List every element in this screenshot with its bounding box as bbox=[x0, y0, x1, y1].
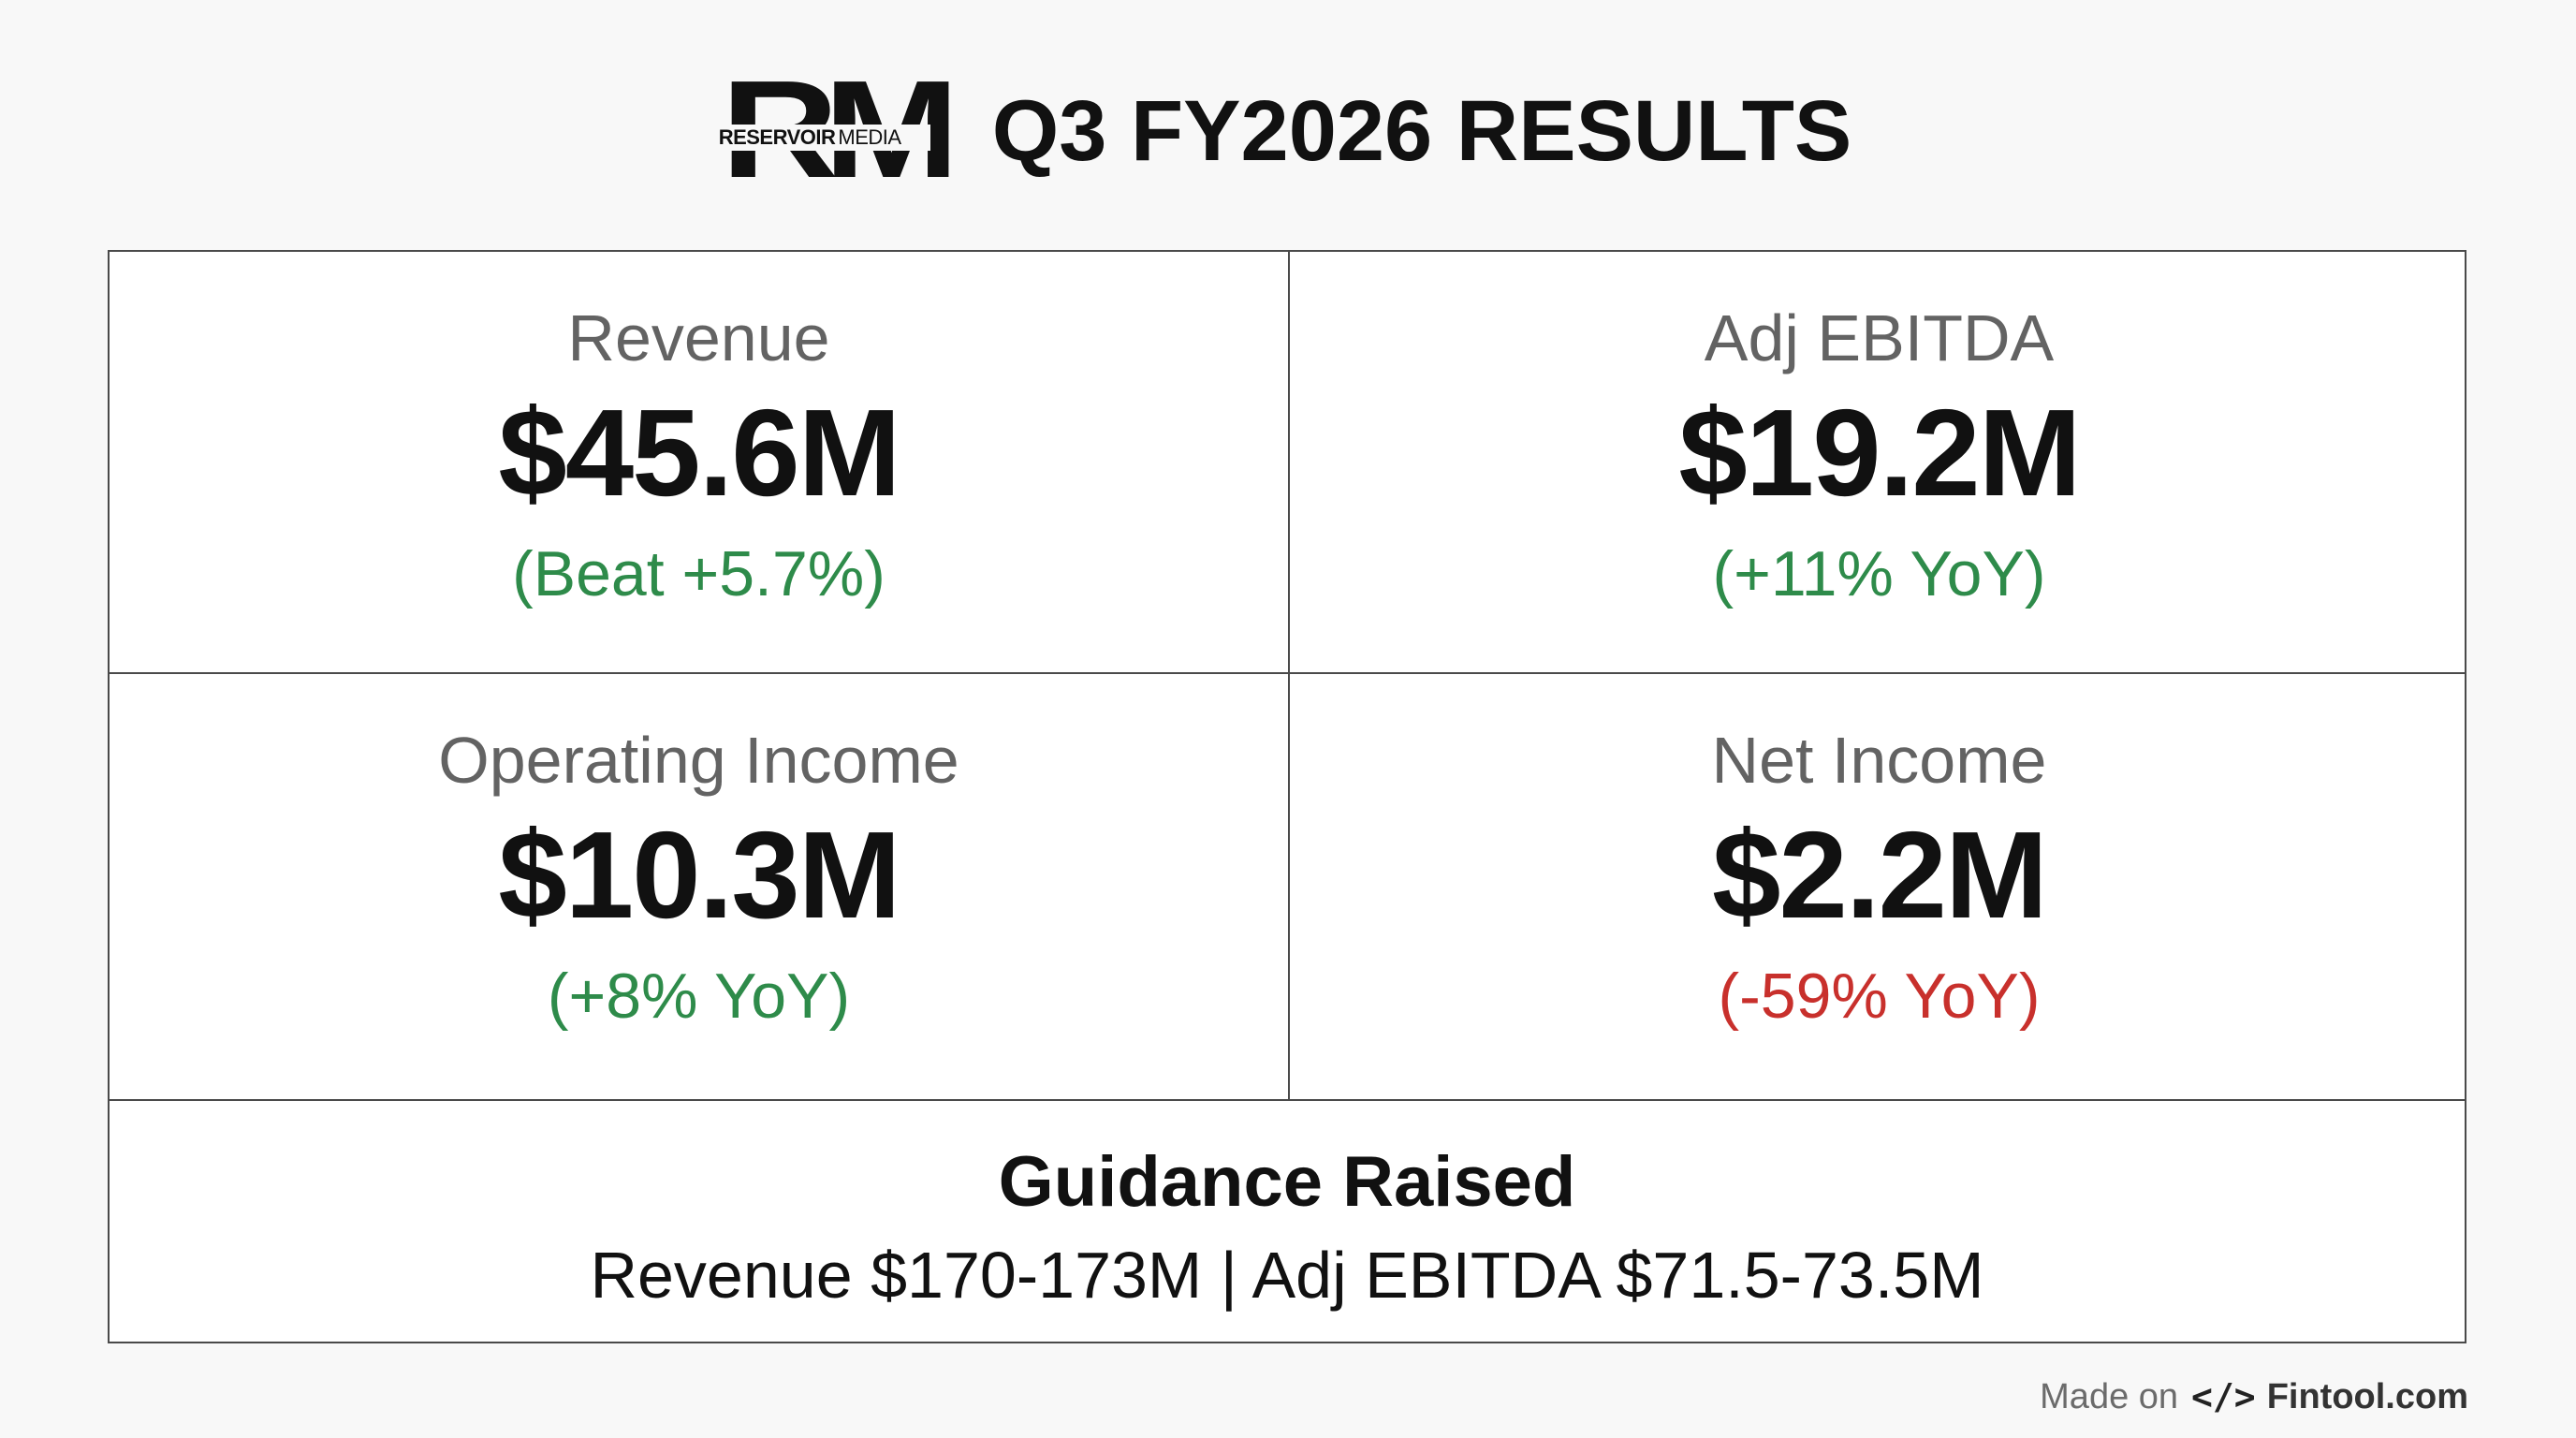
metric-change: (Beat +5.7%) bbox=[512, 538, 886, 609]
metric-value: $19.2M bbox=[1678, 384, 2081, 521]
row-divider bbox=[110, 672, 2465, 674]
header: RM RESERVOIR MEDIA Q3 FY2026 RESULTS bbox=[0, 61, 2576, 199]
footer-brand-link[interactable]: Fintool.com bbox=[2266, 1376, 2468, 1416]
footer-attribution: Made on </> Fintool.com bbox=[2040, 1371, 2468, 1423]
metric-change: (+8% YoY) bbox=[547, 961, 851, 1032]
metric-label: Adj EBITDA bbox=[1704, 301, 2055, 374]
guidance-divider bbox=[110, 1099, 2465, 1101]
metric-change: (-59% YoY) bbox=[1718, 961, 2041, 1032]
guidance-detail: Revenue $170-173M | Adj EBITDA $71.5-73.… bbox=[590, 1239, 1984, 1312]
metric-value: $10.3M bbox=[498, 806, 900, 944]
metric-cell-net-income: Net Income $2.2M (-59% YoY) bbox=[1290, 674, 2468, 1099]
code-brackets-icon: </> bbox=[2191, 1376, 2256, 1417]
metric-cell-operating-income: Operating Income $10.3M (+8% YoY) bbox=[110, 674, 1288, 1099]
metric-label: Operating Income bbox=[438, 724, 959, 797]
logo-wordmark: RESERVOIR MEDIA bbox=[718, 125, 930, 151]
metric-value: $45.6M bbox=[498, 384, 900, 521]
reservoir-media-logo: RM RESERVOIR MEDIA bbox=[718, 61, 959, 199]
vertical-divider bbox=[1288, 252, 1290, 1099]
metric-value: $2.2M bbox=[1712, 806, 2048, 944]
page-title: Q3 FY2026 RESULTS bbox=[991, 82, 1852, 179]
guidance-section: Guidance Raised Revenue $170-173M | Adj … bbox=[110, 1101, 2465, 1343]
guidance-title: Guidance Raised bbox=[998, 1142, 1576, 1222]
logo-word-reservoir: RESERVOIR bbox=[718, 125, 836, 149]
metric-change: (+11% YoY) bbox=[1712, 538, 2046, 609]
metric-label: Net Income bbox=[1711, 724, 2047, 797]
metric-cell-adj-ebitda: Adj EBITDA $19.2M (+11% YoY) bbox=[1290, 252, 2468, 672]
results-card: Revenue $45.6M (Beat +5.7%) Adj EBITDA $… bbox=[108, 250, 2466, 1343]
logo-word-media: MEDIA bbox=[838, 125, 901, 149]
metric-label: Revenue bbox=[567, 301, 830, 374]
metric-cell-revenue: Revenue $45.6M (Beat +5.7%) bbox=[110, 252, 1288, 672]
footer-made-on: Made on bbox=[2040, 1376, 2179, 1416]
